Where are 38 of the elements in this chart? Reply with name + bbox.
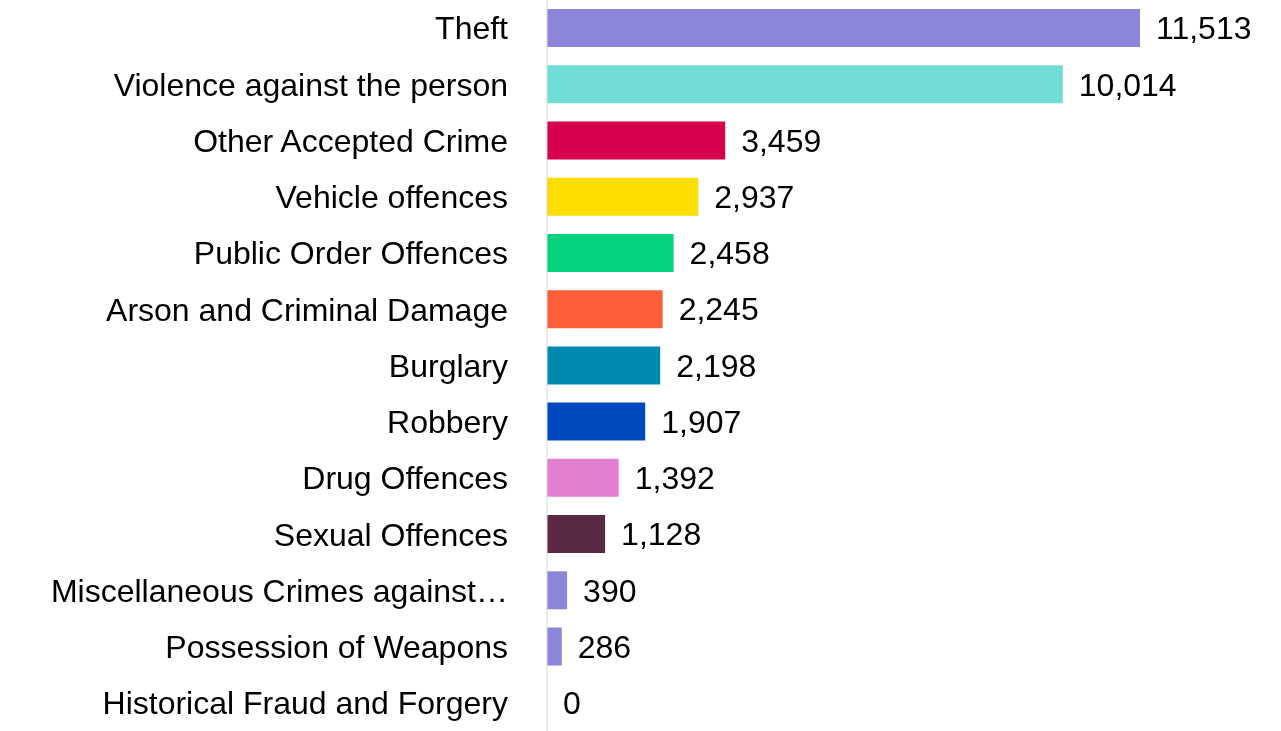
y-tick-label: Historical Fraud and Forgery xyxy=(102,685,508,722)
y-tick-label: Miscellaneous Crimes against… xyxy=(50,572,508,609)
data-label: 1,128 xyxy=(621,516,702,553)
bar xyxy=(547,9,1140,47)
data-label: 2,937 xyxy=(714,179,795,216)
bar xyxy=(547,458,619,497)
bar xyxy=(547,290,663,329)
data-label: 0 xyxy=(563,685,581,722)
bar xyxy=(547,65,1063,104)
bar xyxy=(547,346,661,385)
bar xyxy=(547,177,699,216)
y-tick-label: Drug Offences xyxy=(302,460,508,497)
y-tick-label: Public Order Offences xyxy=(193,235,508,272)
bar xyxy=(547,402,646,441)
bar xyxy=(547,627,562,666)
y-tick-label: Robbery xyxy=(387,404,508,441)
bar xyxy=(547,515,606,554)
y-tick-label: Burglary xyxy=(388,347,508,384)
y-tick-label: Sexual Offences xyxy=(273,516,508,553)
data-label: 1,907 xyxy=(661,403,742,440)
bar xyxy=(547,121,726,160)
data-label: 10,014 xyxy=(1078,66,1177,103)
y-tick-label: Arson and Criminal Damage xyxy=(106,291,508,328)
bar xyxy=(547,233,674,272)
y-tick-label: Vehicle offences xyxy=(275,179,508,216)
data-label: 2,458 xyxy=(689,235,770,272)
data-label: 3,459 xyxy=(741,122,822,159)
data-label: 390 xyxy=(583,572,637,609)
y-tick-label: Possession of Weapons xyxy=(165,629,508,666)
data-label: 2,198 xyxy=(676,347,757,384)
y-tick-label: Other Accepted Crime xyxy=(193,122,508,159)
y-tick-label: Violence against the person xyxy=(113,66,508,103)
bar xyxy=(547,571,568,610)
data-label: 11,513 xyxy=(1156,10,1252,47)
data-label: 2,245 xyxy=(678,291,759,328)
y-tick-label: Theft xyxy=(435,10,509,47)
data-label: 1,392 xyxy=(634,460,715,497)
data-label: 286 xyxy=(577,628,632,665)
